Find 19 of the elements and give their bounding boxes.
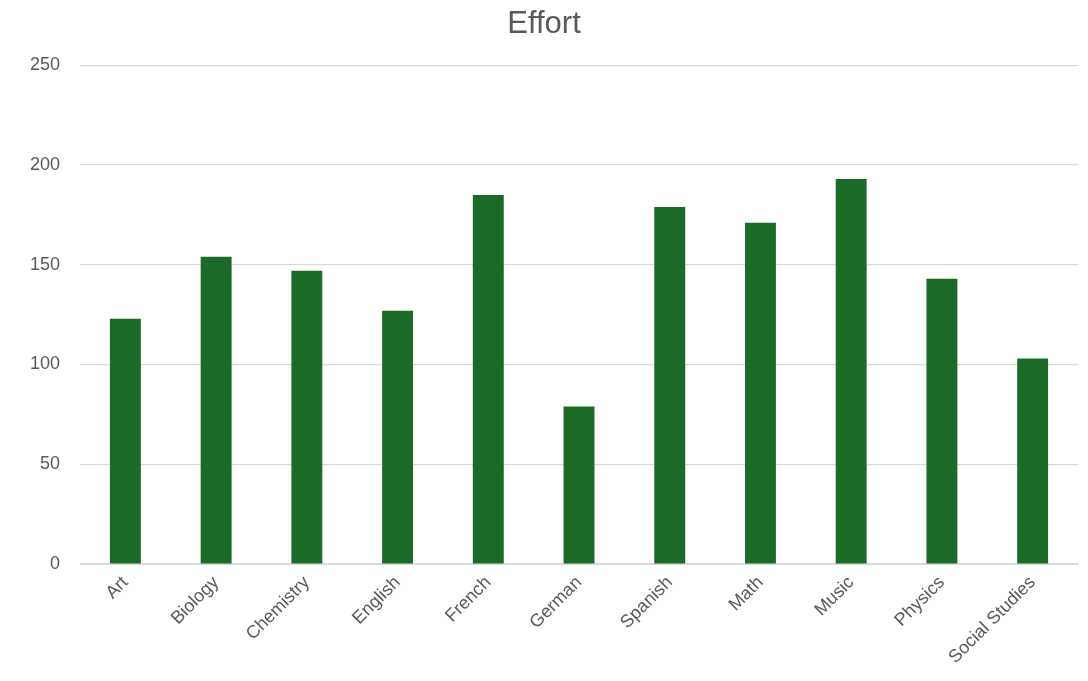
y-tick-label: 0	[50, 553, 61, 574]
bar	[200, 256, 232, 564]
chart-title: Effort	[507, 5, 582, 41]
bar	[745, 222, 776, 564]
y-tick-label: 250	[29, 54, 61, 75]
bar	[382, 310, 414, 564]
bar	[291, 270, 323, 564]
bar	[926, 278, 958, 564]
x-tick-label: Art	[101, 571, 132, 603]
y-tick-label: 50	[40, 453, 61, 474]
bar	[472, 194, 504, 564]
y-tick-label: 200	[29, 153, 61, 174]
bar	[835, 178, 867, 564]
bar	[654, 206, 686, 564]
y-tick-label: 100	[29, 353, 61, 374]
y-tick-label: 150	[29, 253, 61, 274]
bar	[563, 406, 595, 564]
bar	[109, 318, 141, 564]
bar	[1017, 358, 1049, 564]
